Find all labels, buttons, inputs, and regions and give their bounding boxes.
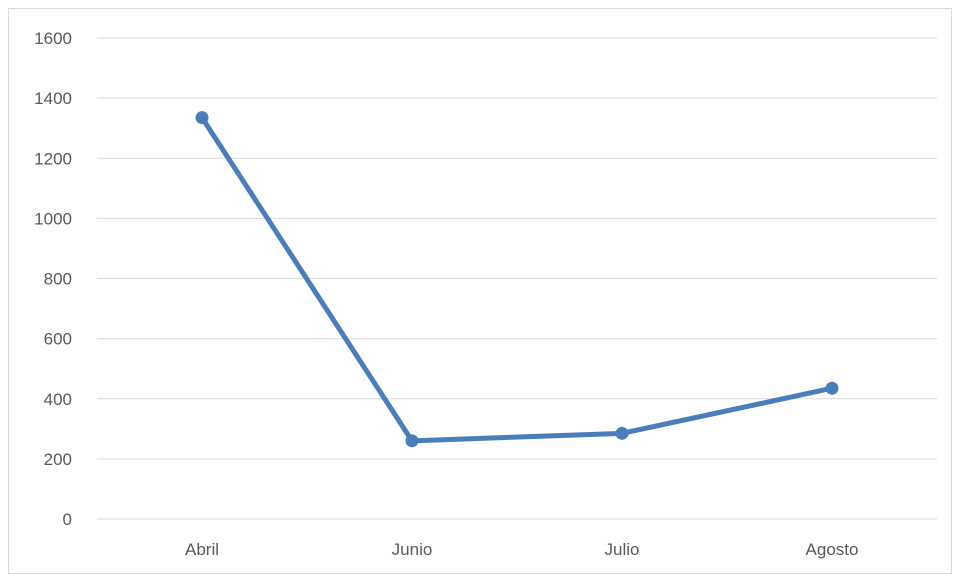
y-tick-label: 1000 [34,209,72,228]
series-layer [195,111,839,448]
x-tick-label: Agosto [806,540,859,559]
y-tick-label: 200 [44,450,72,469]
y-tick-label: 600 [44,330,72,349]
chart-frame [8,8,952,574]
gridlines [97,37,937,520]
y-axis-tick-labels: 0 200 400 600 800 1000 1200 1400 1600 [34,29,72,529]
y-tick-label: 1600 [34,29,72,48]
y-tick-label: 0 [63,510,72,529]
y-tick-label: 400 [44,390,72,409]
x-tick-label: Julio [605,540,640,559]
series-line [199,115,835,444]
x-axis-tick-labels: Abril Junio Julio Agosto [185,540,858,559]
y-tick-label: 1400 [34,89,72,108]
x-tick-label: Junio [392,540,433,559]
data-point-julio [615,426,629,440]
y-tick-label: 800 [44,270,72,289]
y-tick-label: 1200 [34,149,72,168]
data-point-agosto [825,381,839,395]
x-tick-label: Abril [185,540,219,559]
data-point-junio [405,434,419,448]
data-point-abril [195,111,209,125]
